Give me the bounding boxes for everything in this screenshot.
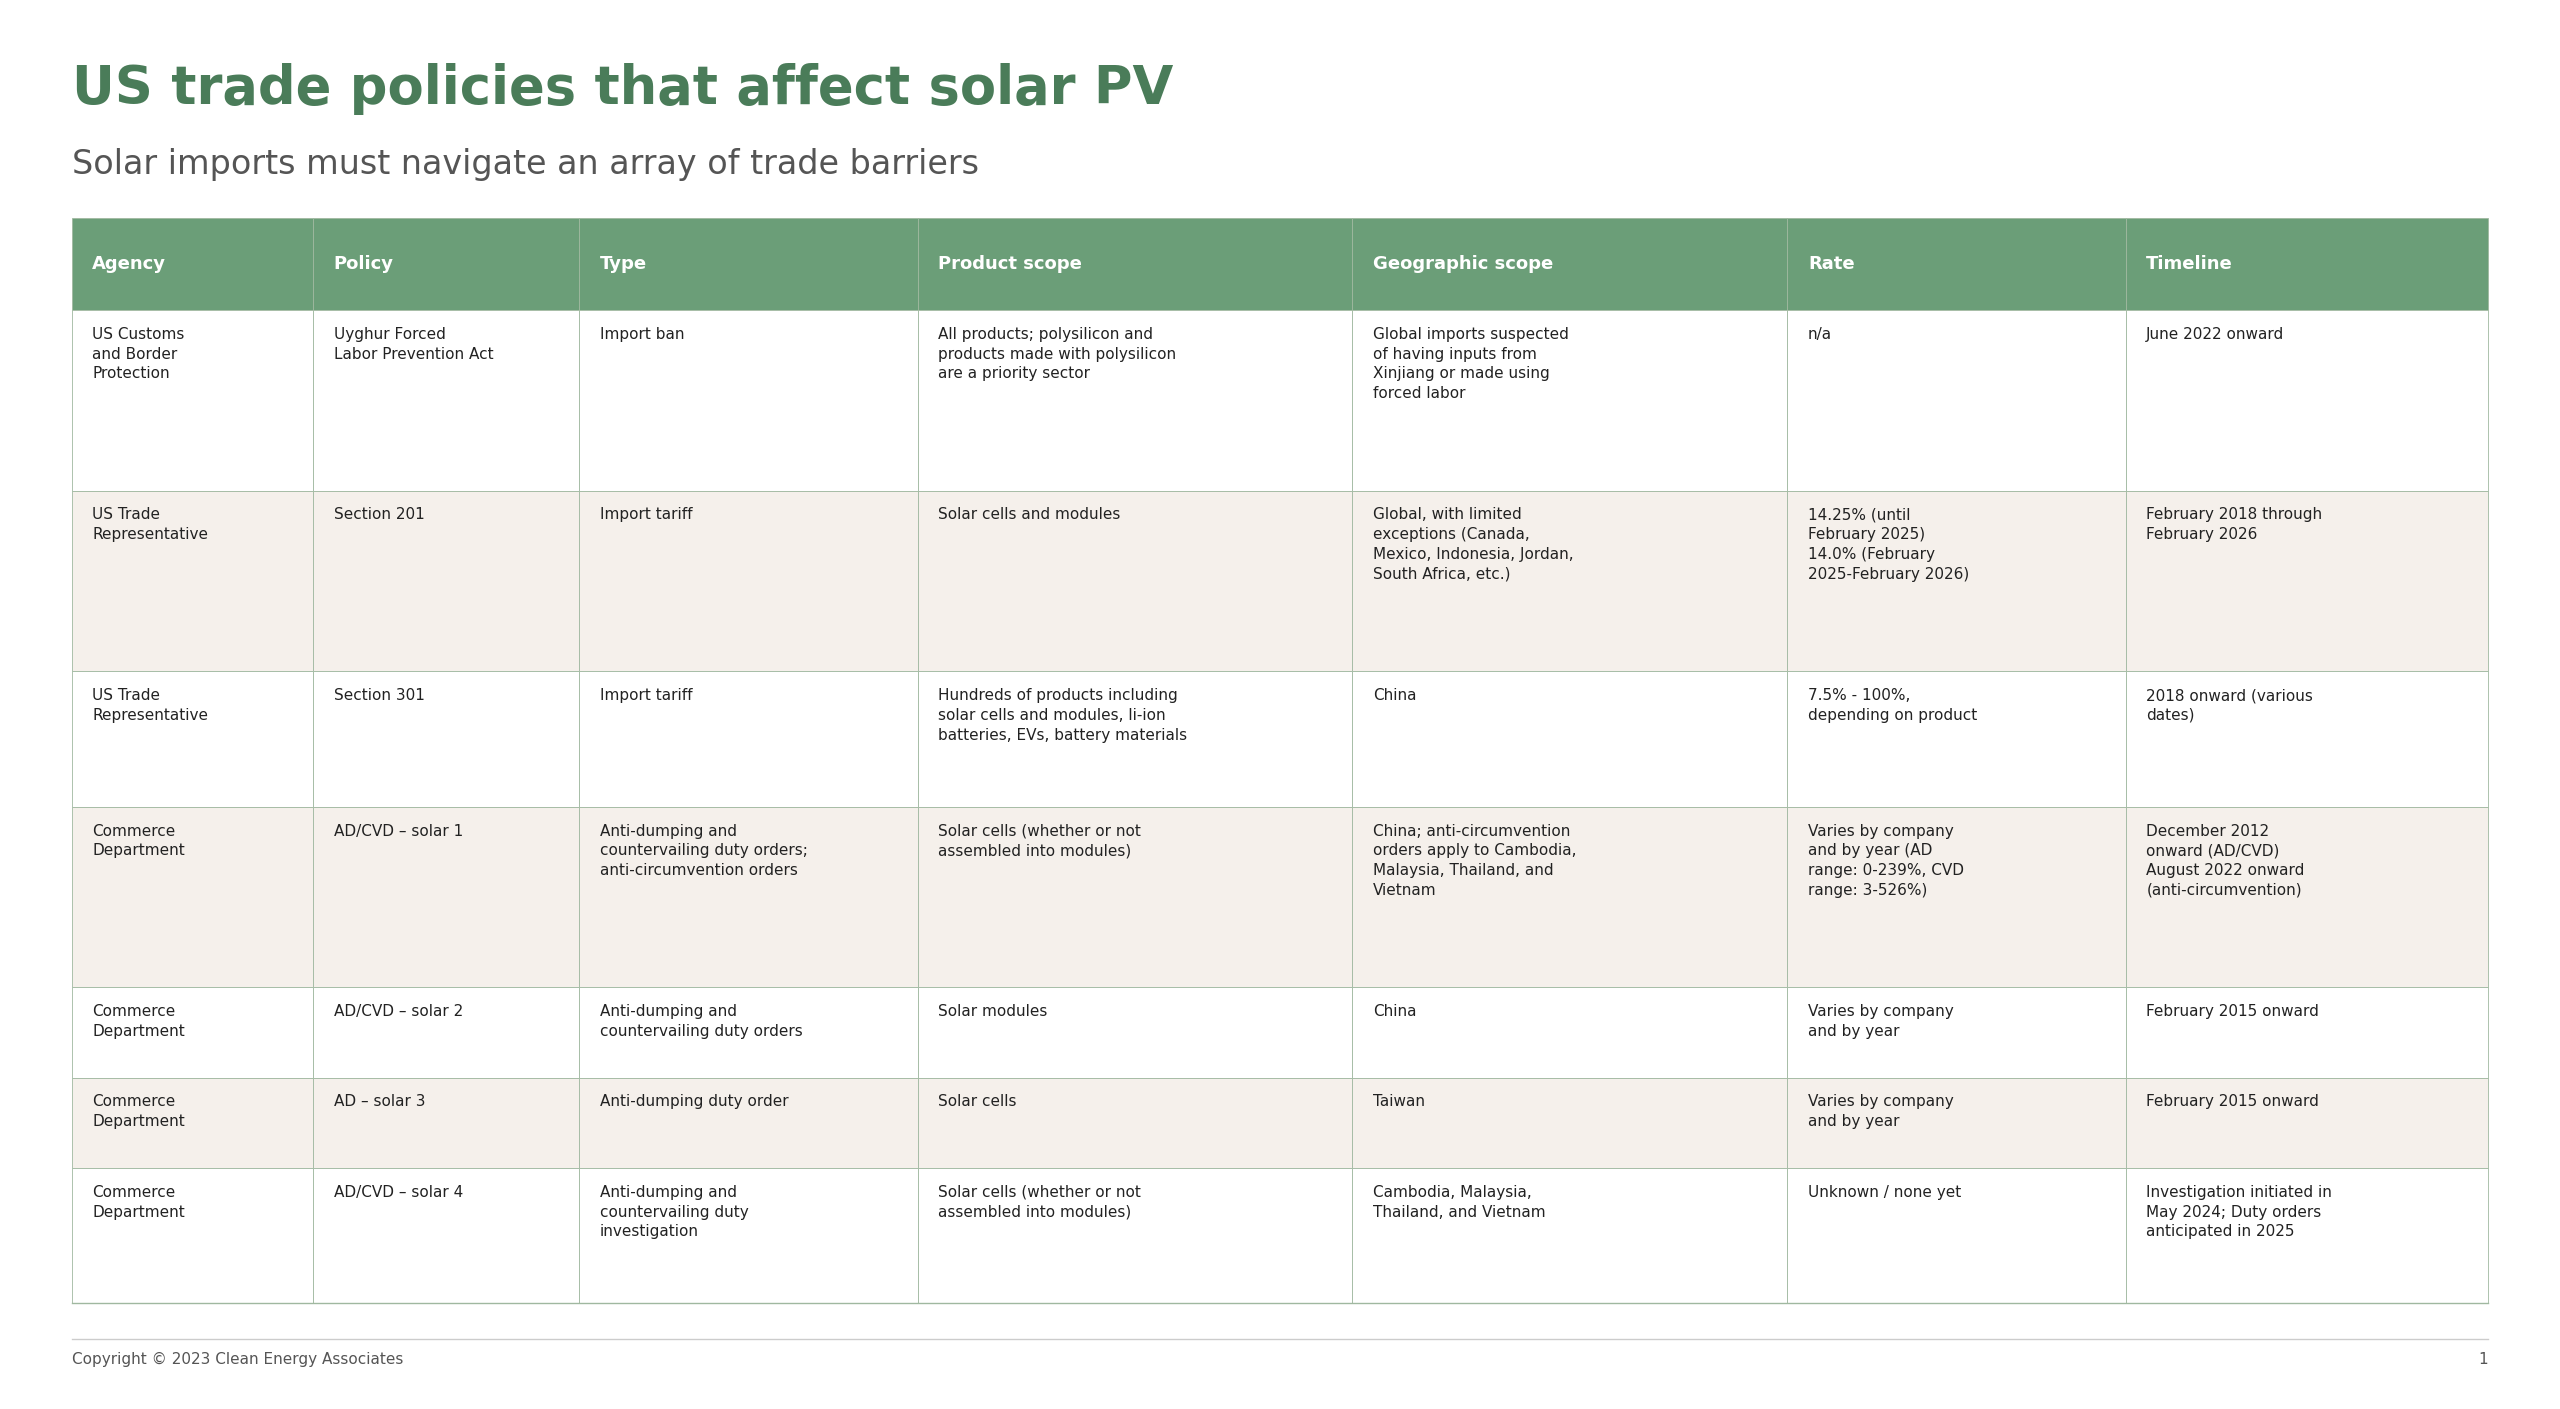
Text: Global, with limited
exceptions (Canada,
Mexico, Indonesia, Jordan,
South Africa: Global, with limited exceptions (Canada,… xyxy=(1372,507,1574,582)
Text: US Trade
Representative: US Trade Representative xyxy=(92,507,207,542)
Text: 7.5% - 100%,
depending on product: 7.5% - 100%, depending on product xyxy=(1807,688,1976,723)
Text: US Customs
and Border
Protection: US Customs and Border Protection xyxy=(92,327,184,382)
Text: December 2012
onward (AD/CVD)
August 2022 onward
(anti-circumvention): December 2012 onward (AD/CVD) August 202… xyxy=(2145,823,2304,898)
Text: Geographic scope: Geographic scope xyxy=(1372,255,1554,273)
Text: 1: 1 xyxy=(2478,1351,2488,1367)
Text: AD/CVD – solar 4: AD/CVD – solar 4 xyxy=(333,1185,463,1200)
Text: Varies by company
and by year (AD
range: 0-239%, CVD
range: 3-526%): Varies by company and by year (AD range:… xyxy=(1807,823,1964,898)
Text: Varies by company
and by year: Varies by company and by year xyxy=(1807,1005,1953,1038)
Text: Unknown / none yet: Unknown / none yet xyxy=(1807,1185,1961,1200)
Text: Investigation initiated in
May 2024; Duty orders
anticipated in 2025: Investigation initiated in May 2024; Dut… xyxy=(2145,1185,2332,1240)
Text: February 2018 through
February 2026: February 2018 through February 2026 xyxy=(2145,507,2322,542)
Text: All products; polysilicon and
products made with polysilicon
are a priority sect: All products; polysilicon and products m… xyxy=(937,327,1175,382)
Text: Commerce
Department: Commerce Department xyxy=(92,1095,184,1129)
Text: February 2015 onward: February 2015 onward xyxy=(2145,1005,2319,1019)
Text: Section 301: Section 301 xyxy=(333,688,425,703)
Text: China; anti-circumvention
orders apply to Cambodia,
Malaysia, Thailand, and
Viet: China; anti-circumvention orders apply t… xyxy=(1372,823,1577,898)
Text: Solar cells (whether or not
assembled into modules): Solar cells (whether or not assembled in… xyxy=(937,823,1142,858)
Text: Anti-dumping and
countervailing duty
investigation: Anti-dumping and countervailing duty inv… xyxy=(599,1185,748,1240)
Text: 2018 onward (various
dates): 2018 onward (various dates) xyxy=(2145,688,2314,723)
Text: Uyghur Forced
Labor Prevention Act: Uyghur Forced Labor Prevention Act xyxy=(333,327,494,362)
Text: Type: Type xyxy=(599,255,648,273)
Text: Anti-dumping and
countervailing duty orders: Anti-dumping and countervailing duty ord… xyxy=(599,1005,801,1038)
Text: China: China xyxy=(1372,688,1416,703)
Text: US Trade
Representative: US Trade Representative xyxy=(92,688,207,723)
Text: Solar modules: Solar modules xyxy=(937,1005,1047,1019)
Text: Commerce
Department: Commerce Department xyxy=(92,1005,184,1038)
Text: Commerce
Department: Commerce Department xyxy=(92,1185,184,1220)
Text: Cambodia, Malaysia,
Thailand, and Vietnam: Cambodia, Malaysia, Thailand, and Vietna… xyxy=(1372,1185,1546,1220)
Text: Import ban: Import ban xyxy=(599,327,684,342)
Text: February 2015 onward: February 2015 onward xyxy=(2145,1095,2319,1109)
Text: AD – solar 3: AD – solar 3 xyxy=(333,1095,425,1109)
Text: AD/CVD – solar 1: AD/CVD – solar 1 xyxy=(333,823,463,838)
Text: China: China xyxy=(1372,1005,1416,1019)
Text: Varies by company
and by year: Varies by company and by year xyxy=(1807,1095,1953,1129)
Text: 14.25% (until
February 2025)
14.0% (February
2025-February 2026): 14.25% (until February 2025) 14.0% (Febr… xyxy=(1807,507,1969,582)
Text: Solar imports must navigate an array of trade barriers: Solar imports must navigate an array of … xyxy=(72,148,978,180)
Text: Import tariff: Import tariff xyxy=(599,688,691,703)
Text: Solar cells: Solar cells xyxy=(937,1095,1016,1109)
Text: Product scope: Product scope xyxy=(937,255,1083,273)
Text: Taiwan: Taiwan xyxy=(1372,1095,1426,1109)
Text: Hundreds of products including
solar cells and modules, li-ion
batteries, EVs, b: Hundreds of products including solar cel… xyxy=(937,688,1188,743)
Text: June 2022 onward: June 2022 onward xyxy=(2145,327,2284,342)
Text: Solar cells and modules: Solar cells and modules xyxy=(937,507,1121,523)
Text: Agency: Agency xyxy=(92,255,166,273)
Text: Copyright © 2023 Clean Energy Associates: Copyright © 2023 Clean Energy Associates xyxy=(72,1351,402,1367)
Text: Timeline: Timeline xyxy=(2145,255,2232,273)
Text: Policy: Policy xyxy=(333,255,394,273)
Text: n/a: n/a xyxy=(1807,327,1833,342)
Text: Section 201: Section 201 xyxy=(333,507,425,523)
Text: Commerce
Department: Commerce Department xyxy=(92,823,184,858)
Text: US trade policies that affect solar PV: US trade policies that affect solar PV xyxy=(72,63,1172,116)
Text: Import tariff: Import tariff xyxy=(599,507,691,523)
Text: Global imports suspected
of having inputs from
Xinjiang or made using
forced lab: Global imports suspected of having input… xyxy=(1372,327,1569,402)
Text: Anti-dumping and
countervailing duty orders;
anti-circumvention orders: Anti-dumping and countervailing duty ord… xyxy=(599,823,806,878)
Text: Rate: Rate xyxy=(1807,255,1853,273)
Text: Anti-dumping duty order: Anti-dumping duty order xyxy=(599,1095,788,1109)
Text: AD/CVD – solar 2: AD/CVD – solar 2 xyxy=(333,1005,463,1019)
Text: Solar cells (whether or not
assembled into modules): Solar cells (whether or not assembled in… xyxy=(937,1185,1142,1220)
